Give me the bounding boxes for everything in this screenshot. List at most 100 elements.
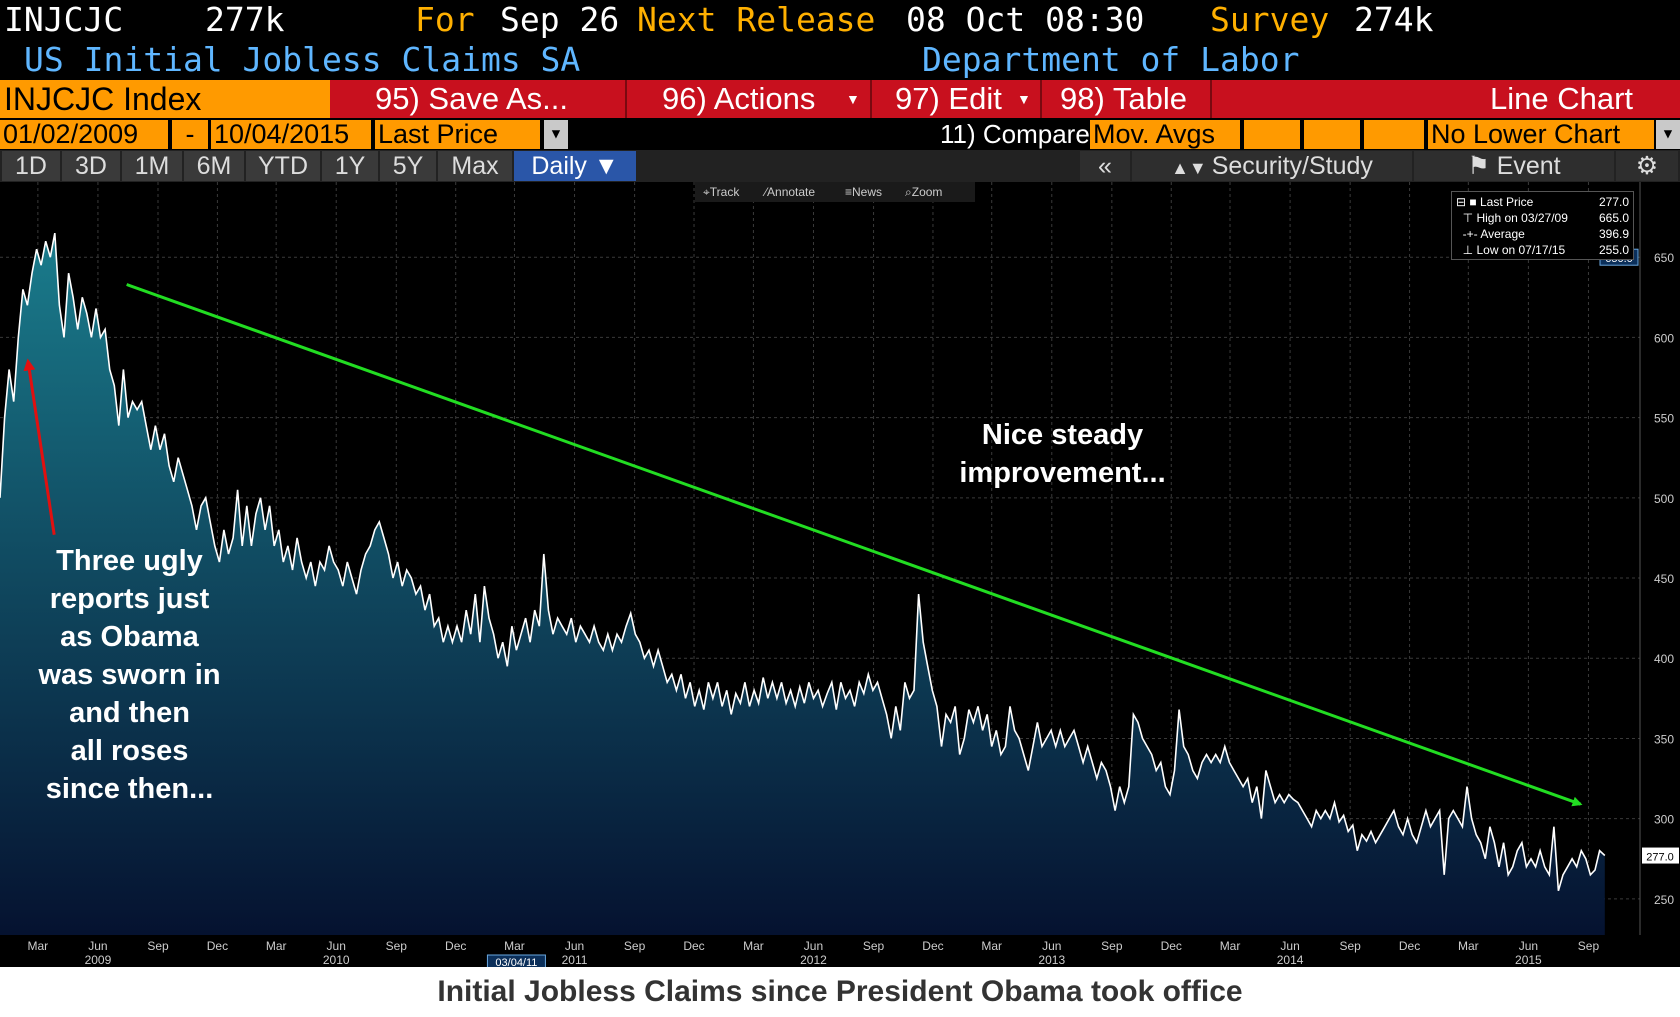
- mov-avgs-slot[interactable]: [1304, 120, 1360, 149]
- x-tick-label: Jun: [88, 939, 107, 953]
- chart-legend: ⊟ ■ Last Price 277.0 ⊤ High on 03/27/09 66…: [1451, 191, 1634, 260]
- flag-icon: ⚑: [1467, 152, 1497, 180]
- annotation-left-line: and then: [69, 697, 190, 729]
- x-tick-label: Mar: [504, 939, 525, 953]
- annotation-left-line: was sworn in: [38, 659, 221, 691]
- period-max[interactable]: Max: [438, 151, 512, 181]
- x-tick-label: Dec: [922, 939, 943, 953]
- toolbar-divider: [1210, 80, 1212, 118]
- news-label: News: [852, 185, 883, 199]
- edit-dropdown-icon[interactable]: ▼: [1017, 91, 1031, 107]
- zoom-label: Zoom: [911, 185, 943, 199]
- mov-avgs-slot[interactable]: [1364, 120, 1424, 149]
- lower-chart-select[interactable]: No Lower Chart: [1428, 120, 1654, 149]
- period-1d[interactable]: 1D: [2, 151, 60, 181]
- actions-button[interactable]: 96) Actions: [662, 81, 816, 116]
- period-1m[interactable]: 1M: [122, 151, 182, 181]
- period-6m[interactable]: 6M: [184, 151, 244, 181]
- x-tick-label: Sep: [624, 939, 646, 953]
- x-tick-label: Jun: [565, 939, 584, 953]
- header-row-1: INJCJC 277k For Sep 26 Next Release 08 O…: [0, 0, 1680, 40]
- mov-avgs-field[interactable]: Mov. Avgs: [1090, 120, 1240, 149]
- security-study-label: Security/Study: [1211, 152, 1373, 180]
- legend-last-value: 277.0: [1598, 195, 1629, 209]
- cursor-date-label: 03/04/11: [495, 957, 537, 967]
- series-title: US Initial Jobless Claims SA: [24, 40, 581, 79]
- x-tick-label: Sep: [1578, 939, 1600, 953]
- annotate-label: Annotate: [767, 185, 816, 199]
- compare-button[interactable]: 11) Compare: [940, 119, 1090, 149]
- period-3d[interactable]: 3D: [62, 151, 120, 181]
- survey-label: Survey: [1210, 0, 1330, 39]
- x-axis-panel: [0, 935, 1640, 967]
- x-tick-label: Dec: [1161, 939, 1182, 953]
- x-tick-label: Mar: [28, 939, 49, 953]
- annotation-arrow: [23, 358, 56, 535]
- price-field-dropdown-icon[interactable]: ▼: [544, 120, 568, 149]
- next-release-date: 08 Oct 08:30: [906, 0, 1145, 39]
- x-tick-label: Jun: [1042, 939, 1061, 953]
- track-label: Track: [709, 185, 740, 199]
- actions-dropdown-icon[interactable]: ▼: [846, 91, 860, 107]
- mov-avgs-slot[interactable]: [1244, 120, 1300, 149]
- annotation-left: Three ugly reports just as Obama was swo…: [22, 542, 237, 808]
- x-year-label: 2010: [323, 953, 350, 967]
- y-tick-label: 700: [1654, 182, 1674, 185]
- series-source: Department of Labor: [922, 40, 1300, 79]
- lower-chart-dropdown-icon[interactable]: ▼: [1656, 120, 1680, 149]
- y-tick-label: 250: [1654, 893, 1674, 907]
- start-date-field[interactable]: 01/02/2009: [0, 120, 168, 149]
- x-tick-label: Dec: [683, 939, 704, 953]
- y-tick-label: 600: [1654, 331, 1674, 345]
- period-1y[interactable]: 1Y: [322, 151, 378, 181]
- ticker: INJCJC: [4, 0, 124, 39]
- legend-low: ⊥ Low on 07/17/15 255.0: [1456, 243, 1629, 257]
- period-ytd[interactable]: YTD: [246, 151, 320, 181]
- price-field-select[interactable]: Last Price: [375, 120, 540, 149]
- toolbar-divider: [870, 80, 872, 118]
- legend-high: ⊤ High on 03/27/09 665.0: [1456, 211, 1629, 225]
- security-study-button[interactable]: ▲▼ Security/Study: [1132, 151, 1412, 181]
- event-button[interactable]: ⚑ Event: [1414, 151, 1614, 181]
- legend-average: -+- Average 396.9: [1456, 227, 1629, 241]
- header-row-2: US Initial Jobless Claims SA Department …: [0, 40, 1680, 80]
- y-axis: 250 300 350 400 450 500 550 600 650 700 277.0: [1642, 182, 1679, 907]
- edit-button[interactable]: 97) Edit: [895, 81, 1002, 116]
- news-tool[interactable]: ≡ News: [845, 182, 882, 202]
- x-tick-label: Sep: [386, 939, 408, 953]
- x-tick-label: Dec: [445, 939, 466, 953]
- collapse-icon[interactable]: «: [1080, 151, 1130, 181]
- x-tick-label: Jun: [804, 939, 823, 953]
- end-date-field[interactable]: 10/04/2015: [211, 120, 371, 149]
- series-area: [0, 233, 1605, 936]
- trend-line: [126, 283, 1583, 807]
- x-tick-label: Sep: [1339, 939, 1361, 953]
- figure-caption: Initial Jobless Claims since President O…: [0, 967, 1680, 1017]
- x-tick-label: Mar: [1458, 939, 1479, 953]
- next-release-label: Next Release: [637, 0, 876, 39]
- x-year-label: 2011: [562, 953, 588, 967]
- annotation-right-line: Nice steady: [981, 419, 1144, 451]
- series-line: [0, 232, 1606, 892]
- chart-type-label[interactable]: Line Chart: [1490, 81, 1634, 116]
- legend-last: ⊟ ■ Last Price 277.0: [1456, 195, 1629, 209]
- index-field[interactable]: INJCJC Index: [0, 80, 330, 118]
- x-year-label: 2009: [85, 953, 112, 967]
- zoom-tool[interactable]: ⌕ Zoom: [905, 182, 942, 202]
- annotation-left-line: reports just: [49, 583, 210, 615]
- period-5y[interactable]: 5Y: [380, 151, 436, 181]
- annotate-tool[interactable]: ⁄ Annotate: [765, 182, 815, 202]
- table-button[interactable]: 98) Table: [1060, 81, 1187, 116]
- annotation-right-line: improvement...: [959, 457, 1166, 489]
- save-as-button[interactable]: 95) Save As...: [375, 81, 568, 116]
- x-tick-label: Jun: [1280, 939, 1299, 953]
- frequency-select[interactable]: Daily ▼: [514, 151, 636, 181]
- gear-icon[interactable]: ⚙: [1616, 151, 1678, 181]
- x-tick-label: Sep: [863, 939, 885, 953]
- last-value-label: 277.0: [1646, 852, 1674, 864]
- for-date: Sep 26: [500, 0, 620, 39]
- x-year-label: 2014: [1277, 953, 1304, 967]
- legend-average-label: Average: [1480, 227, 1525, 241]
- annotation-left-line: as Obama: [60, 621, 199, 653]
- track-tool[interactable]: ⌖ Track: [703, 182, 739, 202]
